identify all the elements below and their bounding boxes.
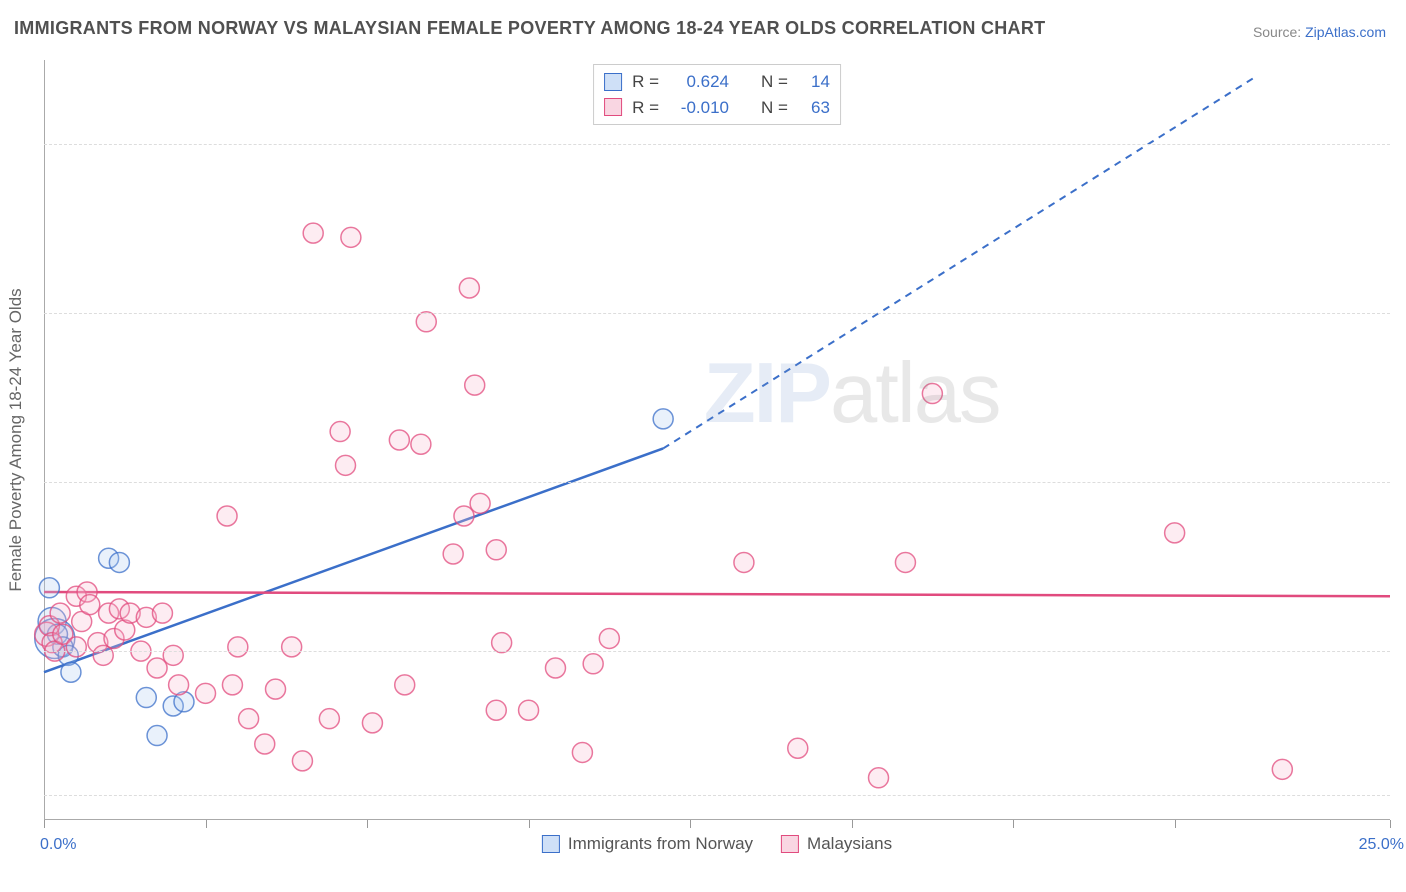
data-point-malaysians: [519, 700, 539, 720]
data-point-malaysians: [492, 633, 512, 653]
data-point-malaysians: [196, 683, 216, 703]
data-point-norway: [61, 662, 81, 682]
x-tick: [690, 820, 691, 828]
grid-line: [44, 651, 1390, 652]
data-point-malaysians: [486, 700, 506, 720]
grid-line: [44, 482, 1390, 483]
plot-area: ZIPatlas R =0.624N =14R =-0.010N =63 20.…: [44, 60, 1390, 820]
data-point-norway: [39, 578, 59, 598]
n-value-malaysians: 63: [798, 95, 830, 121]
data-point-malaysians: [266, 679, 286, 699]
x-tick: [1175, 820, 1176, 828]
data-point-malaysians: [459, 278, 479, 298]
data-point-malaysians: [303, 223, 323, 243]
data-point-malaysians: [239, 709, 259, 729]
chart-title: IMMIGRANTS FROM NORWAY VS MALAYSIAN FEMA…: [14, 18, 1045, 39]
data-point-malaysians: [1272, 759, 1292, 779]
data-point-norway: [147, 726, 167, 746]
corr-row-malaysians: R = -0.010 N = 63: [604, 95, 830, 121]
x-axis-min-label: 0.0%: [40, 836, 76, 854]
data-point-malaysians: [486, 540, 506, 560]
data-point-malaysians: [465, 375, 485, 395]
data-point-malaysians: [228, 637, 248, 657]
data-point-malaysians: [330, 422, 350, 442]
x-tick: [1013, 820, 1014, 828]
legend-item-norway: Immigrants from Norway: [542, 834, 753, 854]
y-axis-label: Female Poverty Among 18-24 Year Olds: [6, 288, 26, 591]
trend-line-malaysians: [44, 592, 1390, 596]
data-point-malaysians: [341, 227, 361, 247]
data-point-malaysians: [336, 455, 356, 475]
data-point-malaysians: [169, 675, 189, 695]
x-tick: [44, 820, 45, 828]
data-point-malaysians: [572, 742, 592, 762]
x-tick: [852, 820, 853, 828]
data-point-malaysians: [147, 658, 167, 678]
legend-item-malaysians: Malaysians: [781, 834, 892, 854]
plot-svg: [44, 60, 1390, 820]
r-label: R =: [632, 95, 659, 121]
data-point-malaysians: [599, 628, 619, 648]
legend-label-norway: Immigrants from Norway: [568, 834, 753, 854]
data-point-malaysians: [362, 713, 382, 733]
correlation-legend: R = 0.624 N = 14 R = -0.010 N = 63: [593, 64, 841, 125]
x-tick: [367, 820, 368, 828]
data-point-malaysians: [922, 384, 942, 404]
n-label: N =: [761, 95, 788, 121]
legend-swatch-norway-icon: [542, 835, 560, 853]
source-label: Source:: [1253, 24, 1305, 40]
x-tick: [1390, 820, 1391, 828]
data-point-malaysians: [222, 675, 242, 695]
data-point-norway: [653, 409, 673, 429]
data-point-malaysians: [869, 768, 889, 788]
data-point-malaysians: [454, 506, 474, 526]
data-point-malaysians: [545, 658, 565, 678]
data-point-norway: [136, 688, 156, 708]
r-value-malaysians: -0.010: [669, 95, 729, 121]
data-point-malaysians: [282, 637, 302, 657]
data-point-malaysians: [470, 493, 490, 513]
data-point-malaysians: [319, 709, 339, 729]
data-point-malaysians: [389, 430, 409, 450]
data-point-malaysians: [788, 738, 808, 758]
corr-row-norway: R = 0.624 N = 14: [604, 69, 830, 95]
grid-line: [44, 313, 1390, 314]
r-value-norway: 0.624: [669, 69, 729, 95]
source-attribution: Source: ZipAtlas.com: [1253, 24, 1386, 40]
data-point-malaysians: [416, 312, 436, 332]
data-point-malaysians: [255, 734, 275, 754]
data-point-malaysians: [163, 645, 183, 665]
data-point-malaysians: [50, 603, 70, 623]
swatch-norway-icon: [604, 73, 622, 91]
data-point-malaysians: [734, 552, 754, 572]
legend-swatch-malaysians-icon: [781, 835, 799, 853]
data-point-malaysians: [895, 552, 915, 572]
data-point-malaysians: [80, 595, 100, 615]
series-legend: Immigrants from Norway Malaysians: [542, 834, 892, 854]
x-tick: [206, 820, 207, 828]
x-tick: [529, 820, 530, 828]
data-point-malaysians: [583, 654, 603, 674]
trend-line-extend-norway: [663, 77, 1255, 449]
data-point-malaysians: [292, 751, 312, 771]
n-value-norway: 14: [798, 69, 830, 95]
data-point-malaysians: [443, 544, 463, 564]
swatch-malaysians-icon: [604, 98, 622, 116]
data-point-malaysians: [152, 603, 172, 623]
source-link[interactable]: ZipAtlas.com: [1305, 24, 1386, 40]
data-point-malaysians: [395, 675, 415, 695]
chart-container: Female Poverty Among 18-24 Year Olds ZIP…: [44, 60, 1390, 820]
n-label: N =: [761, 69, 788, 95]
data-point-malaysians: [66, 637, 86, 657]
data-point-norway: [109, 552, 129, 572]
data-point-malaysians: [411, 434, 431, 454]
data-point-malaysians: [217, 506, 237, 526]
data-point-malaysians: [1165, 523, 1185, 543]
grid-line: [44, 144, 1390, 145]
grid-line: [44, 795, 1390, 796]
r-label: R =: [632, 69, 659, 95]
x-axis-max-label: 25.0%: [1359, 836, 1404, 854]
legend-label-malaysians: Malaysians: [807, 834, 892, 854]
